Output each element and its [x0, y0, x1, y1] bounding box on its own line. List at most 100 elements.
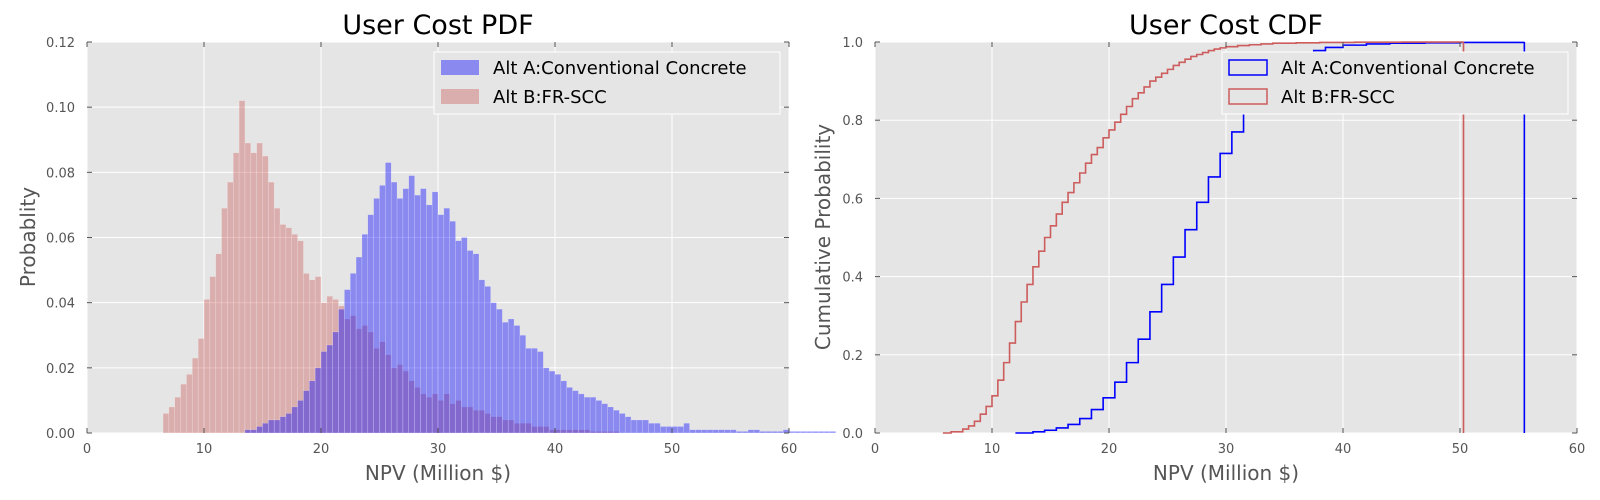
pdf-bar-alt-a	[712, 429, 720, 434]
cdf-legend-box	[1221, 51, 1569, 115]
pdf-bar-alt-a	[531, 348, 538, 434]
pdf-bar-alt-a	[309, 380, 316, 434]
pdf-bar-alt-b	[390, 367, 398, 434]
pdf-bar-alt-a	[279, 416, 287, 434]
pdf-bar-alt-b	[162, 413, 170, 434]
pdf-xtick-label: 50	[664, 442, 681, 457]
pdf-bar-alt-a	[519, 335, 527, 434]
pdf-bar-alt-b	[273, 207, 281, 434]
pdf-bar-alt-b	[484, 413, 491, 434]
cdf-legend-label-b: Alt B:FR-SCC	[1281, 87, 1395, 108]
pdf-bar-alt-b	[174, 396, 181, 434]
pdf-bar-alt-b	[613, 431, 620, 434]
pdf-xtick-label: 0	[83, 442, 91, 457]
pdf-bar-alt-a	[794, 431, 801, 434]
pdf-bar-alt-a	[689, 429, 696, 434]
pdf-xtick-label: 40	[547, 442, 564, 457]
pdf-bar-alt-a	[502, 321, 509, 434]
pdf-ytick-label: 0.12	[46, 36, 75, 51]
pdf-bar-alt-b	[396, 364, 404, 434]
pdf-bar-alt-a	[262, 422, 269, 434]
pdf-bar-alt-a	[291, 406, 298, 434]
pdf-bar-alt-a	[426, 204, 433, 434]
pdf-bar-alt-a	[642, 419, 649, 434]
pdf-bar-alt-a	[818, 431, 825, 434]
pdf-bar-alt-b	[408, 380, 415, 434]
pdf-bar-alt-b	[168, 406, 175, 434]
pdf-bar-alt-a	[297, 400, 304, 434]
pdf-bar-alt-a	[443, 207, 450, 434]
pdf-bar-alt-b	[233, 152, 240, 434]
pdf-bar-alt-a	[367, 214, 374, 434]
pdf-bar-alt-a	[554, 374, 562, 434]
pdf-bar-alt-a	[303, 390, 310, 434]
pdf-bar-alt-a	[630, 419, 638, 434]
pdf-title: User Cost PDF	[342, 10, 533, 41]
pdf-bar-alt-a	[695, 429, 702, 434]
pdf-bar-alt-a	[683, 422, 690, 434]
pdf-bar-alt-a	[648, 422, 655, 434]
cdf-ytick-label: 1.0	[842, 36, 863, 51]
pdf-bar-alt-b	[595, 431, 603, 434]
pdf-bar-alt-a	[478, 279, 486, 434]
pdf-bar-alt-a	[314, 367, 322, 434]
pdf-bar-alt-a	[619, 413, 626, 434]
pdf-bar-alt-a	[777, 431, 784, 434]
cdf-ylabel: Cumulative Probability	[811, 124, 835, 350]
pdf-bar-alt-a	[344, 289, 351, 434]
cdf-ytick-label: 0.6	[842, 192, 863, 207]
pdf-bar-alt-a	[636, 419, 644, 434]
pdf-bar-alt-b	[209, 276, 216, 434]
pdf-ytick-label: 0.04	[46, 297, 75, 312]
pdf-bar-alt-a	[566, 387, 573, 434]
pdf-bar-alt-b	[192, 357, 199, 434]
pdf-bar-alt-a	[537, 351, 544, 434]
pdf-bar-alt-a	[285, 413, 292, 434]
cdf-legend-label-a: Alt A:Conventional Concrete	[1281, 58, 1535, 79]
pdf-bar-alt-b	[215, 253, 222, 434]
pdf-bar-alt-a	[467, 250, 474, 434]
pdf-bar-alt-a	[671, 426, 679, 434]
pdf-bar-alt-a	[379, 185, 386, 434]
cdf-ytick-label: 0.4	[842, 271, 863, 286]
pdf-bar-alt-a	[496, 308, 503, 434]
pdf-bar-alt-b	[303, 273, 310, 434]
cdf-ytick-label: 0.8	[842, 114, 863, 129]
pdf-bar-alt-a	[507, 318, 515, 434]
cdf-xtick-label: 40	[1335, 442, 1352, 457]
pdf-bar-alt-a	[461, 237, 468, 434]
cdf-xlabel: NPV (Million $)	[1153, 461, 1299, 485]
cdf-ticks: 0 10 20 30 40 50 60 0.0 0.2 0.4 0.6 0.8 1.0	[842, 36, 1585, 457]
pdf-bar-alt-a	[806, 431, 813, 434]
pdf-bar-alt-b	[490, 416, 497, 434]
pdf-bar-alt-a	[741, 431, 749, 434]
pdf-bar-alt-b	[332, 299, 339, 434]
pdf-bar-alt-a	[385, 162, 392, 434]
cdf-xtick-label: 10	[984, 442, 1001, 457]
pdf-bar-alt-a	[788, 431, 796, 434]
pdf-legend-label-a: Alt A:Conventional Concrete	[493, 58, 747, 79]
cdf-line-alt-b	[942, 41, 1465, 434]
pdf-bar-alt-a	[560, 380, 567, 434]
pdf-bar-alt-b	[279, 224, 287, 434]
pdf-bar-alt-a	[513, 325, 521, 434]
pdf-bar-alt-b	[355, 328, 363, 434]
pdf-legend-swatch-a	[441, 60, 479, 75]
cdf-xtick-label: 30	[1218, 442, 1235, 457]
pdf-xtick-label: 20	[313, 442, 330, 457]
pdf-bar-alt-b	[578, 429, 585, 434]
pdf-legend-label-b: Alt B:FR-SCC	[493, 87, 607, 108]
pdf-bar-alt-a	[771, 431, 778, 434]
pdf-bar-alt-a	[595, 400, 603, 434]
pdf-bar-alt-a	[449, 220, 456, 434]
cdf-ytick-label: 0.2	[842, 349, 863, 364]
pdf-bar-alt-b	[560, 429, 567, 434]
pdf-bar-alt-a	[601, 403, 608, 434]
pdf-bar-alt-b	[203, 299, 211, 434]
pdf-bar-alt-b	[566, 429, 573, 434]
pdf-bar-alt-b	[449, 403, 456, 434]
pdf-bar-alt-b	[250, 152, 257, 434]
pdf-ytick-label: 0.00	[46, 427, 75, 442]
pdf-bar-alt-a	[753, 429, 761, 434]
pdf-bar-alt-b	[385, 354, 392, 434]
